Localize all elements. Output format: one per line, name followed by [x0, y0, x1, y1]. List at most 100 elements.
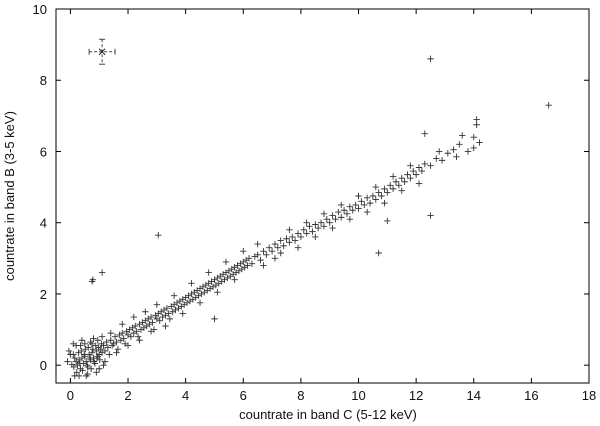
data-point [286, 226, 293, 234]
data-point [185, 292, 192, 299]
data-point [389, 173, 397, 180]
data-point [159, 313, 166, 321]
data-point [358, 198, 365, 205]
data-point [183, 299, 191, 307]
data-point [329, 212, 336, 219]
data-point [85, 344, 92, 351]
data-point [266, 244, 273, 251]
data-point [114, 345, 122, 353]
data-point [70, 340, 77, 348]
data-point [173, 299, 181, 307]
y-tick-label: 2 [40, 287, 47, 302]
data-point [242, 256, 250, 264]
data-point [211, 315, 218, 323]
data-point [100, 342, 107, 349]
data-point [119, 329, 126, 337]
data-point [140, 324, 148, 331]
data-point [251, 253, 258, 260]
data-point [332, 215, 339, 223]
data-point [225, 267, 233, 274]
x-tick-label: 2 [124, 388, 131, 403]
data-point [222, 258, 230, 266]
data-point [100, 361, 107, 369]
data-point [119, 321, 126, 328]
data-point [291, 237, 299, 244]
x-tick-label: 16 [524, 388, 538, 403]
data-point [191, 288, 198, 296]
data-point [96, 356, 103, 364]
data-point [338, 201, 345, 209]
data-point [320, 210, 328, 218]
data-point [248, 260, 256, 267]
data-point [196, 285, 204, 292]
data-point [179, 296, 186, 303]
data-point [283, 235, 290, 242]
data-point [127, 333, 135, 340]
data-point [75, 349, 82, 356]
data-point [346, 203, 354, 210]
data-point [113, 349, 120, 356]
data-point [384, 189, 391, 196]
data-point [227, 272, 234, 280]
data-point [450, 146, 457, 153]
data-point [245, 255, 253, 262]
data-point [219, 271, 227, 278]
data-point [169, 308, 176, 315]
data-point [155, 231, 162, 239]
data-point [78, 347, 85, 355]
data-point [363, 194, 371, 201]
data-point [75, 356, 83, 364]
data-point [168, 303, 175, 310]
plot-frame [55, 8, 590, 384]
data-point [372, 183, 379, 191]
data-point [153, 315, 161, 323]
data-point [274, 244, 282, 251]
data-point [111, 333, 119, 340]
data-point [208, 278, 215, 285]
data-point [415, 180, 423, 187]
x-tick-label: 10 [351, 388, 365, 403]
data-point [155, 310, 162, 317]
data-point [94, 337, 101, 344]
data-point [355, 192, 362, 200]
data-point [427, 212, 434, 219]
data-point [104, 344, 112, 351]
data-point [335, 208, 342, 216]
data-point [234, 262, 241, 269]
data-point [289, 233, 296, 241]
data-point [444, 150, 452, 157]
data-point [277, 237, 284, 244]
data-point [149, 319, 156, 326]
data-point [175, 305, 182, 312]
data-point [303, 230, 310, 237]
data-point [459, 132, 466, 139]
data-point [277, 249, 284, 257]
data-point [372, 196, 379, 203]
data-point [395, 182, 403, 189]
data-point [392, 178, 400, 185]
data-point [107, 337, 114, 344]
data-point [87, 356, 94, 364]
data-point [329, 224, 336, 232]
data-point [323, 215, 331, 223]
data-point [435, 148, 443, 155]
data-point [83, 361, 91, 369]
data-point [117, 337, 125, 344]
data-point [90, 358, 98, 365]
data-point [238, 265, 246, 273]
data-point [84, 370, 91, 378]
data-point [271, 255, 279, 262]
data-point [88, 340, 96, 348]
data-point [87, 365, 95, 372]
data-point [146, 321, 153, 328]
data-point [369, 192, 377, 200]
data-point [152, 312, 159, 319]
data-point [240, 248, 247, 255]
data-point [98, 333, 106, 340]
data-point [78, 337, 86, 344]
data-point [421, 160, 428, 168]
data-point [202, 281, 210, 289]
data-point [157, 308, 165, 315]
data-point [212, 281, 220, 289]
data-point [375, 249, 382, 257]
